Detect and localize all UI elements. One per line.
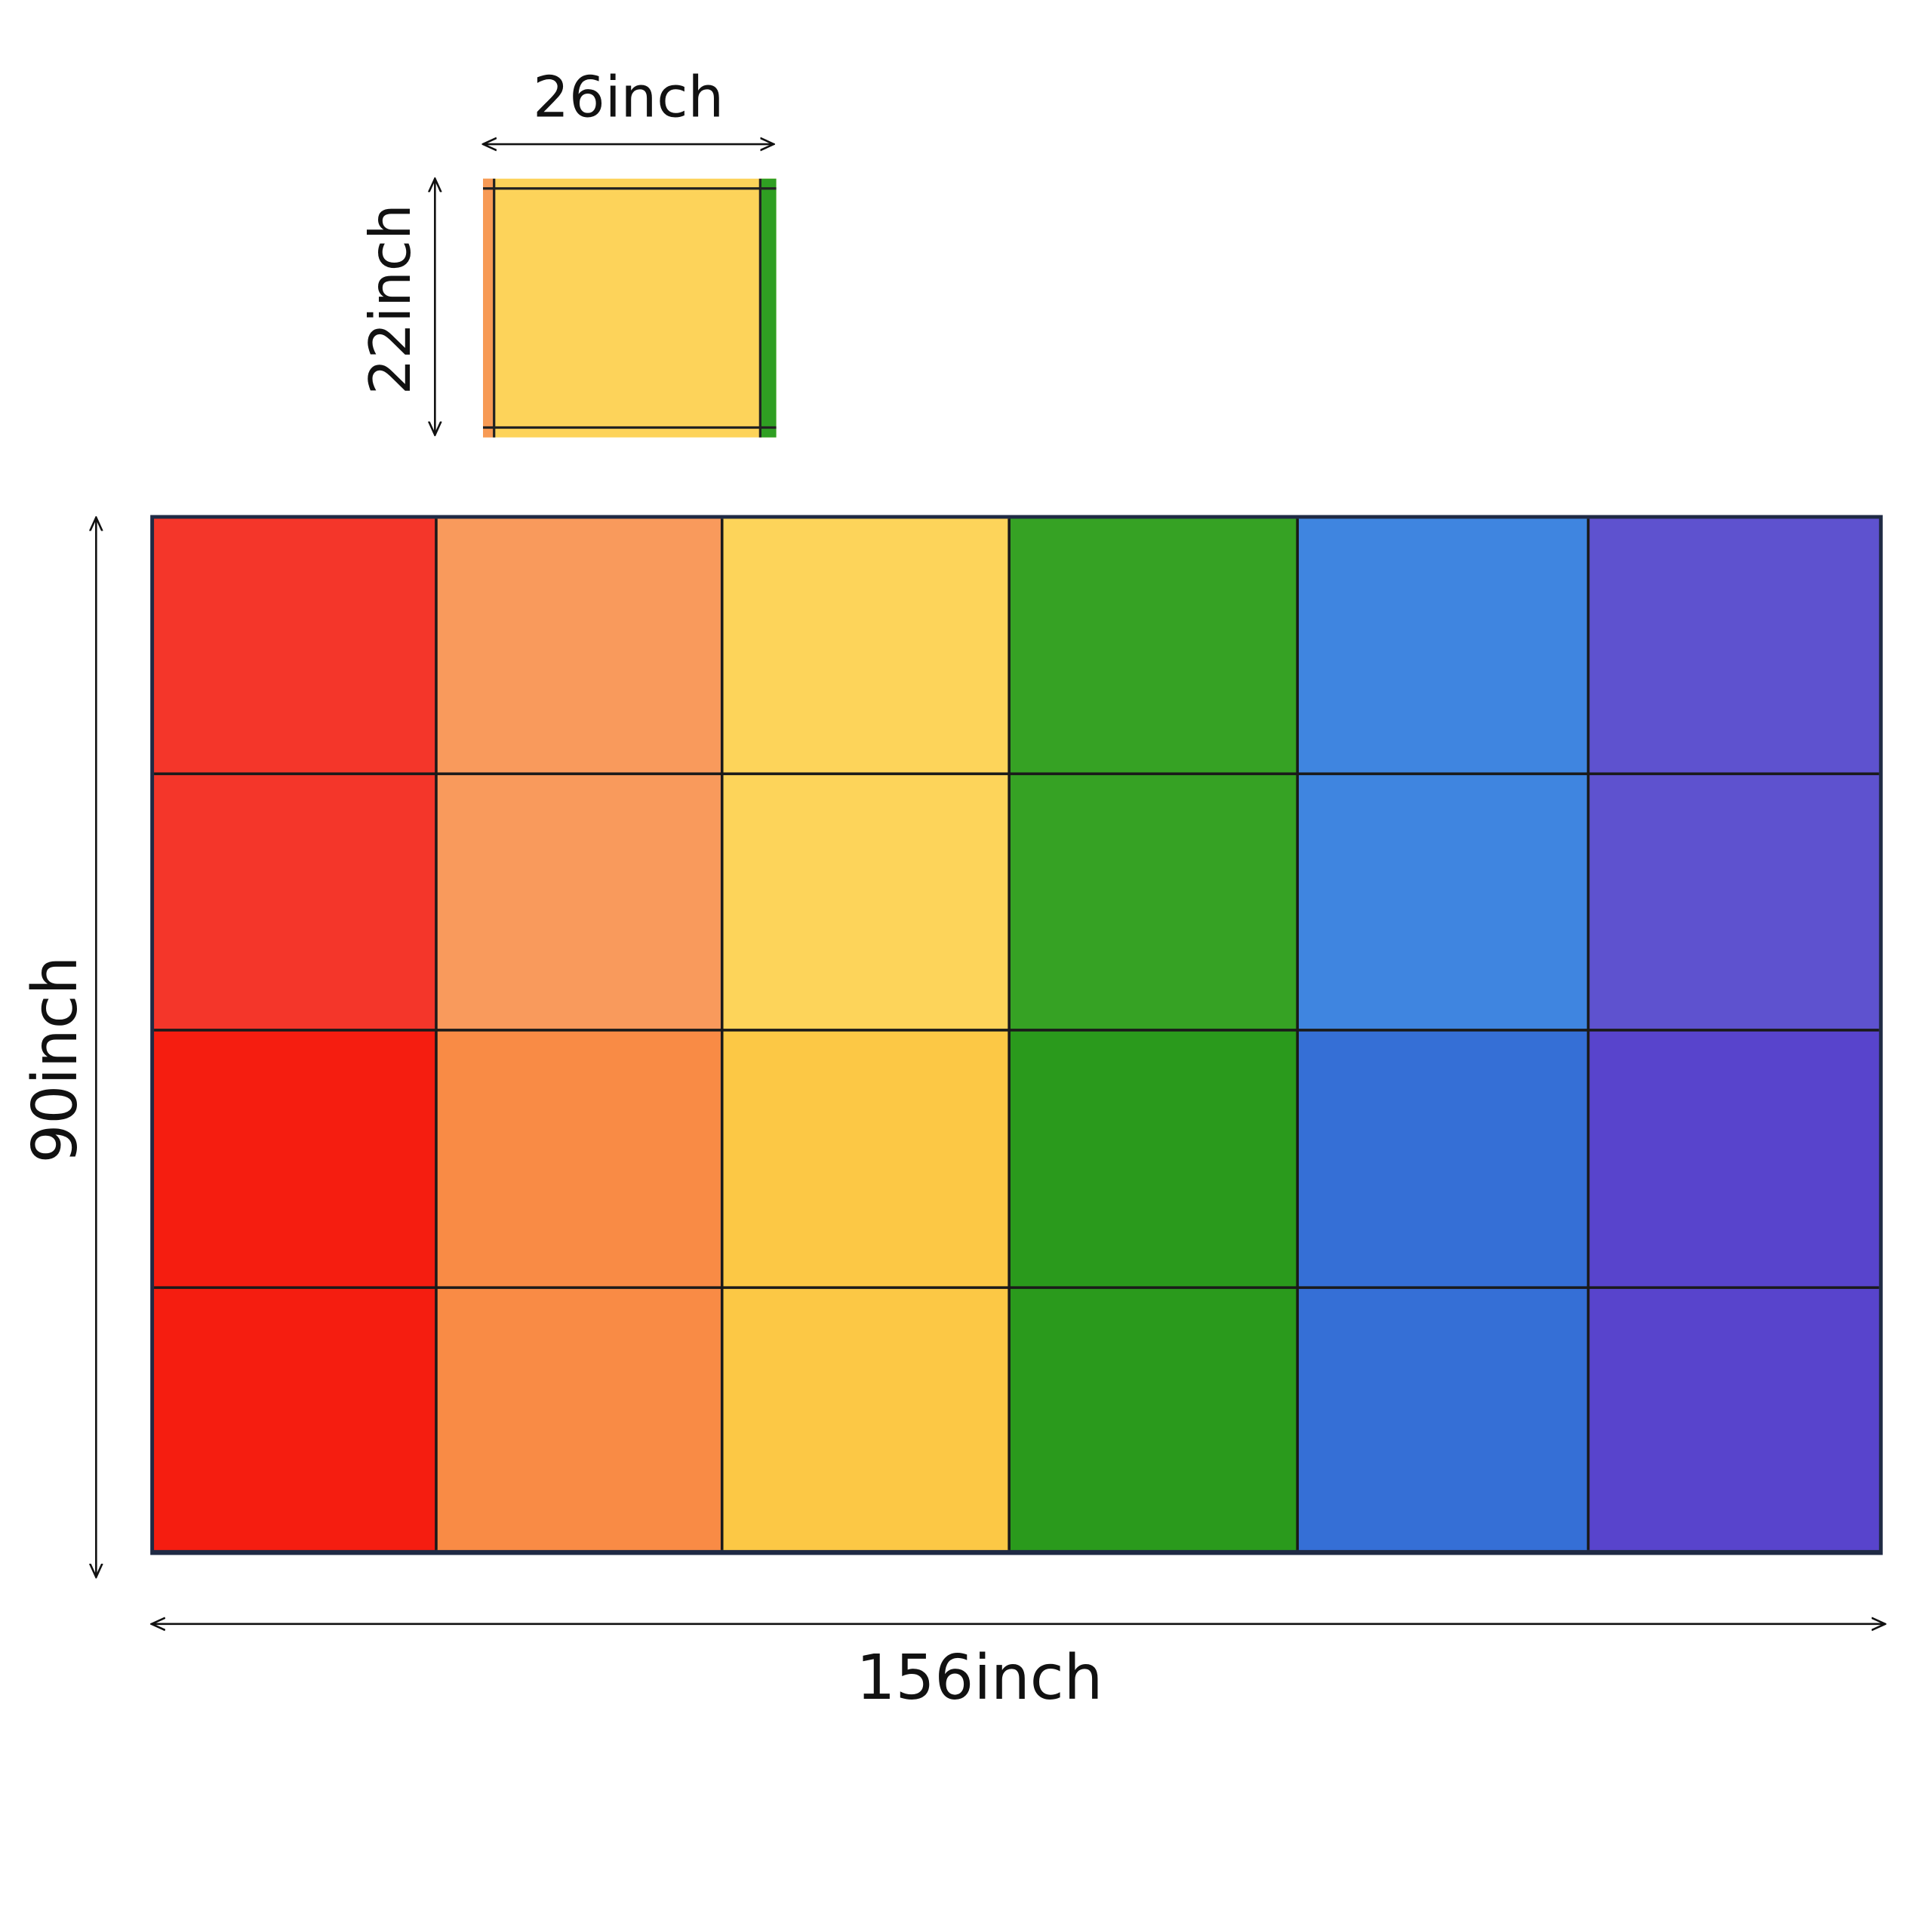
rug-square	[1009, 774, 1298, 1030]
rug-square	[1297, 774, 1589, 1030]
rug-square	[435, 1287, 722, 1550]
tile-edge-green	[761, 178, 777, 438]
rug-square	[154, 518, 436, 774]
tile	[483, 178, 777, 438]
tile-height-label: 22inch	[357, 204, 423, 395]
rug-square	[154, 774, 436, 1030]
rug-height-label: 90inch	[20, 956, 91, 1164]
rug-square	[721, 518, 1010, 774]
tile-face	[483, 178, 777, 438]
rug-square	[1009, 1287, 1298, 1550]
rug-square	[721, 1029, 1010, 1288]
rug-square	[1297, 1287, 1589, 1550]
tile-edge-orange	[483, 178, 494, 438]
rug-square	[1009, 1029, 1298, 1288]
rug-square	[1297, 1029, 1589, 1288]
rug-square	[721, 774, 1010, 1030]
rug-square	[1009, 518, 1298, 774]
tile-width-label: 26inch	[533, 63, 724, 130]
rug-square	[154, 1029, 436, 1288]
rug-square	[435, 1029, 722, 1288]
rug-square	[1588, 1287, 1879, 1550]
rug-square	[154, 1287, 436, 1550]
rug-square	[721, 1287, 1010, 1550]
rug-square	[435, 774, 722, 1030]
rug-grid	[154, 518, 1879, 1550]
rug-square	[1297, 518, 1589, 774]
rug-square	[1588, 518, 1879, 774]
rug-square	[1588, 1029, 1879, 1288]
rug-square	[435, 518, 722, 774]
rug-square	[1588, 774, 1879, 1030]
rug-width-label: 156inch	[857, 1642, 1103, 1714]
